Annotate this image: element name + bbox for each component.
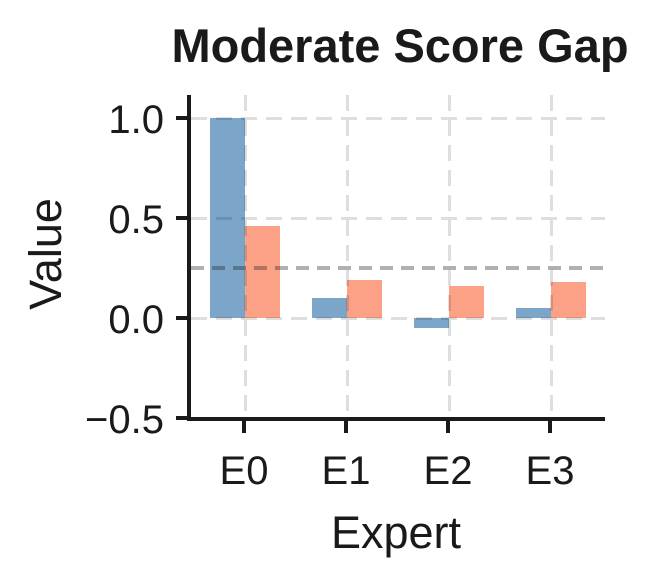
y-tick-label: −0.5 [85,398,164,442]
bar-series-2-orange [245,226,280,318]
x-tick [446,419,450,433]
plot-area [187,95,605,421]
gridline-horizontal [191,116,605,120]
y-tick-label: 1.0 [108,98,164,142]
bar-series-1-blue [210,118,245,318]
x-tick [548,419,552,433]
chart-title: Moderate Score Gap [171,19,629,72]
y-tick-label: 0.0 [108,298,164,342]
x-tick [344,419,348,433]
x-tick-label: E2 [423,449,473,493]
bar-series-2-orange [449,286,484,318]
gridline-horizontal [191,316,605,320]
y-tick [176,316,190,320]
x-tick-label: E0 [219,449,269,493]
bar-series-2-orange [551,282,586,318]
y-tick-label: 0.5 [108,198,164,242]
x-tick-label: E1 [321,449,371,493]
x-tick [242,419,246,433]
y-tick [176,216,190,220]
x-tick-label: E3 [525,449,575,493]
reference-line [191,266,605,270]
bar-series-1-blue [516,308,551,318]
bar-series-1-blue [414,318,449,328]
gridline-vertical [447,95,451,417]
gridline-vertical [345,95,349,417]
bar-series-1-blue [312,298,347,318]
gridline-horizontal [191,216,605,220]
y-tick [176,416,190,420]
x-axis-label: Expert [330,507,462,558]
bar-series-2-orange [347,280,382,318]
gridline-vertical [549,95,553,417]
y-tick [176,116,190,120]
gridline-vertical [243,95,247,417]
